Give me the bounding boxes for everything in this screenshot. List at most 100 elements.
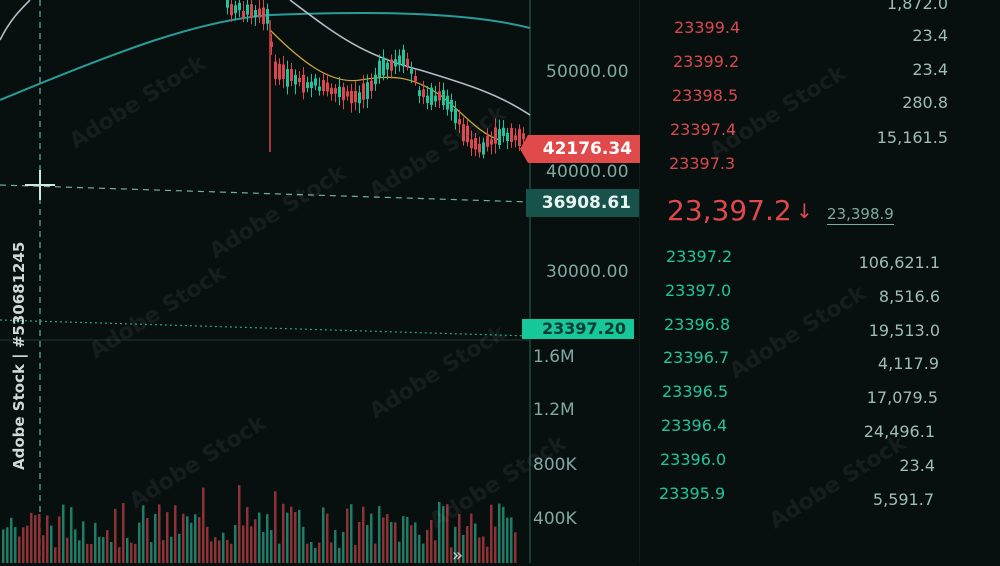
volume-bar — [326, 513, 329, 563]
bid-price[interactable]: 23396.0 — [660, 450, 727, 469]
ask-size: 15,161.5 — [876, 128, 948, 147]
volume-bar — [214, 537, 217, 563]
bid-price[interactable]: 23397.0 — [665, 281, 732, 300]
crosshair-cursor-icon — [25, 170, 55, 200]
candle-body — [314, 78, 317, 86]
volume-bar — [454, 526, 457, 563]
candlestick-chart[interactable] — [0, 0, 640, 563]
candle-body — [262, 7, 265, 24]
bid-price[interactable]: 23396.7 — [663, 348, 730, 367]
volume-bar — [342, 531, 345, 563]
volume-bar — [150, 542, 153, 563]
candle-body — [454, 108, 457, 124]
bid-price[interactable]: 23396.8 — [664, 315, 731, 334]
scroll-to-latest-button[interactable]: » — [452, 545, 464, 566]
volume-bar — [286, 512, 289, 563]
candle-body — [514, 135, 517, 141]
volume-bar — [98, 536, 101, 563]
volume-bar — [190, 522, 193, 563]
candle-body — [306, 82, 309, 89]
current-price-tag: 23397.20 — [522, 319, 634, 339]
volume-bar — [274, 491, 277, 563]
candle-body — [402, 49, 405, 67]
candle-body — [442, 90, 445, 106]
candle-body — [322, 80, 325, 92]
candle-body — [410, 68, 413, 74]
candle-body — [446, 95, 449, 110]
candle-body — [466, 125, 469, 143]
volume-bar — [358, 521, 361, 563]
volume-bar — [466, 526, 469, 563]
volume-bar — [102, 537, 105, 563]
volume-bar — [510, 517, 513, 563]
volume-bar — [382, 517, 385, 563]
candle-body — [358, 92, 361, 104]
volume-bar — [298, 509, 301, 563]
volume-bar — [22, 527, 25, 563]
candle-body — [242, 10, 245, 18]
crosshair-price-tag: 36908.61 — [526, 189, 639, 217]
price-axis-tick: 40000.00 — [546, 162, 629, 182]
bid-price[interactable]: 23395.9 — [659, 484, 726, 503]
last-price-tag: 42176.34 — [520, 135, 640, 163]
ask-price[interactable]: 23397.4 — [670, 120, 737, 139]
candle-body — [498, 129, 501, 145]
candle-body — [270, 41, 273, 47]
ask-price[interactable]: 23399.2 — [673, 52, 740, 71]
volume-bar — [334, 530, 337, 563]
volume-bar — [170, 536, 173, 563]
volume-bar — [338, 547, 341, 563]
mark-price[interactable]: 23,398.9 — [827, 205, 894, 225]
volume-bar — [182, 513, 185, 563]
volume-bar — [422, 543, 425, 563]
volume-axis-tick: 1.6M — [533, 347, 575, 367]
volume-bar — [70, 507, 73, 563]
candle-body — [426, 95, 429, 103]
stock-id-label: Adobe Stock | #530681245 — [10, 241, 28, 470]
bid-price[interactable]: 23397.2 — [666, 247, 733, 266]
volume-bar — [354, 544, 357, 563]
volume-bar — [178, 533, 181, 563]
bid-size: 4,117.9 — [877, 354, 939, 373]
volume-bar — [506, 517, 509, 563]
volume-bar — [502, 506, 505, 563]
volume-bar — [398, 541, 401, 563]
volume-bar — [386, 514, 389, 563]
volume-bar — [282, 503, 285, 563]
volume-bar — [514, 532, 517, 563]
candle-body — [334, 88, 337, 94]
volume-bar — [434, 540, 437, 563]
volume-bar — [362, 506, 365, 563]
bid-price[interactable]: 23396.4 — [661, 416, 728, 435]
volume-bar — [18, 536, 21, 563]
volume-bar — [430, 519, 433, 563]
ask-price[interactable]: 23397.3 — [669, 154, 736, 173]
bid-size: 8,516.6 — [878, 287, 940, 306]
candle-body — [258, 8, 261, 18]
candle-body — [394, 59, 397, 67]
volume-bar — [318, 542, 321, 563]
volume-bar — [142, 505, 145, 563]
ask-price[interactable]: 23398.5 — [672, 86, 739, 105]
volume-bar — [78, 540, 81, 563]
candle-body — [354, 90, 357, 103]
candle-body — [414, 76, 417, 82]
candle-body — [318, 86, 321, 91]
candle-body — [302, 74, 305, 93]
volume-bar — [490, 504, 493, 563]
candle-body — [350, 90, 353, 104]
candle-body — [374, 74, 377, 85]
volume-bar — [478, 537, 481, 563]
volume-bar — [458, 513, 461, 563]
volume-bar — [10, 517, 13, 563]
candle-body — [382, 57, 385, 76]
candle-body — [390, 59, 393, 71]
volume-bar — [350, 504, 353, 563]
volume-bar — [322, 507, 325, 563]
bid-price[interactable]: 23396.5 — [662, 382, 729, 401]
candle-body — [462, 124, 465, 142]
volume-bar — [66, 537, 69, 563]
price-axis-tick: 30000.00 — [546, 262, 629, 282]
ask-price[interactable]: 23399.4 — [674, 18, 741, 37]
candle-body — [238, 2, 241, 11]
